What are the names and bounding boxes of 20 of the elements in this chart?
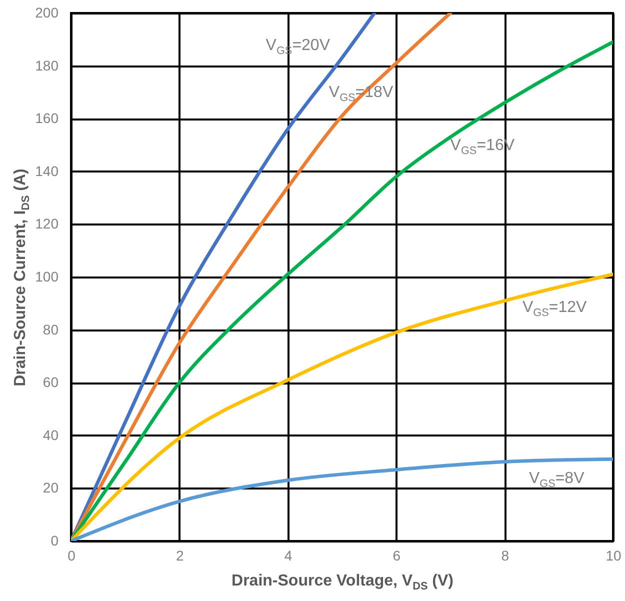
- y-tick-label: 40: [42, 426, 59, 443]
- y-tick-label: 60: [42, 374, 59, 390]
- x-axis-title: Drain-Source Voltage, V$_{DS}$ (V): [232, 572, 454, 592]
- x-tick-label: 6: [392, 548, 401, 564]
- x-tick-label: 8: [501, 548, 510, 564]
- y-tick-label: 100: [35, 268, 59, 284]
- y-tick-label: 20: [42, 480, 59, 496]
- series-label: V$_{GS}$=8V: [528, 470, 585, 490]
- y-tick-label: 160: [35, 110, 59, 126]
- series-label: V$_{GS}$=12V: [522, 298, 588, 318]
- x-tick-label: 10: [606, 548, 622, 564]
- x-tick-label: 2: [176, 548, 184, 564]
- y-tick-label: 0: [50, 532, 59, 548]
- y-tick-label: 200: [35, 4, 59, 20]
- x-tick-label: 4: [284, 548, 292, 564]
- x-tick-label: 0: [68, 548, 76, 564]
- y-tick-label: 140: [35, 162, 59, 179]
- y-tick-label: 180: [35, 57, 59, 74]
- y-tick-label: 120: [35, 216, 59, 232]
- y-tick-label: 80: [42, 321, 59, 338]
